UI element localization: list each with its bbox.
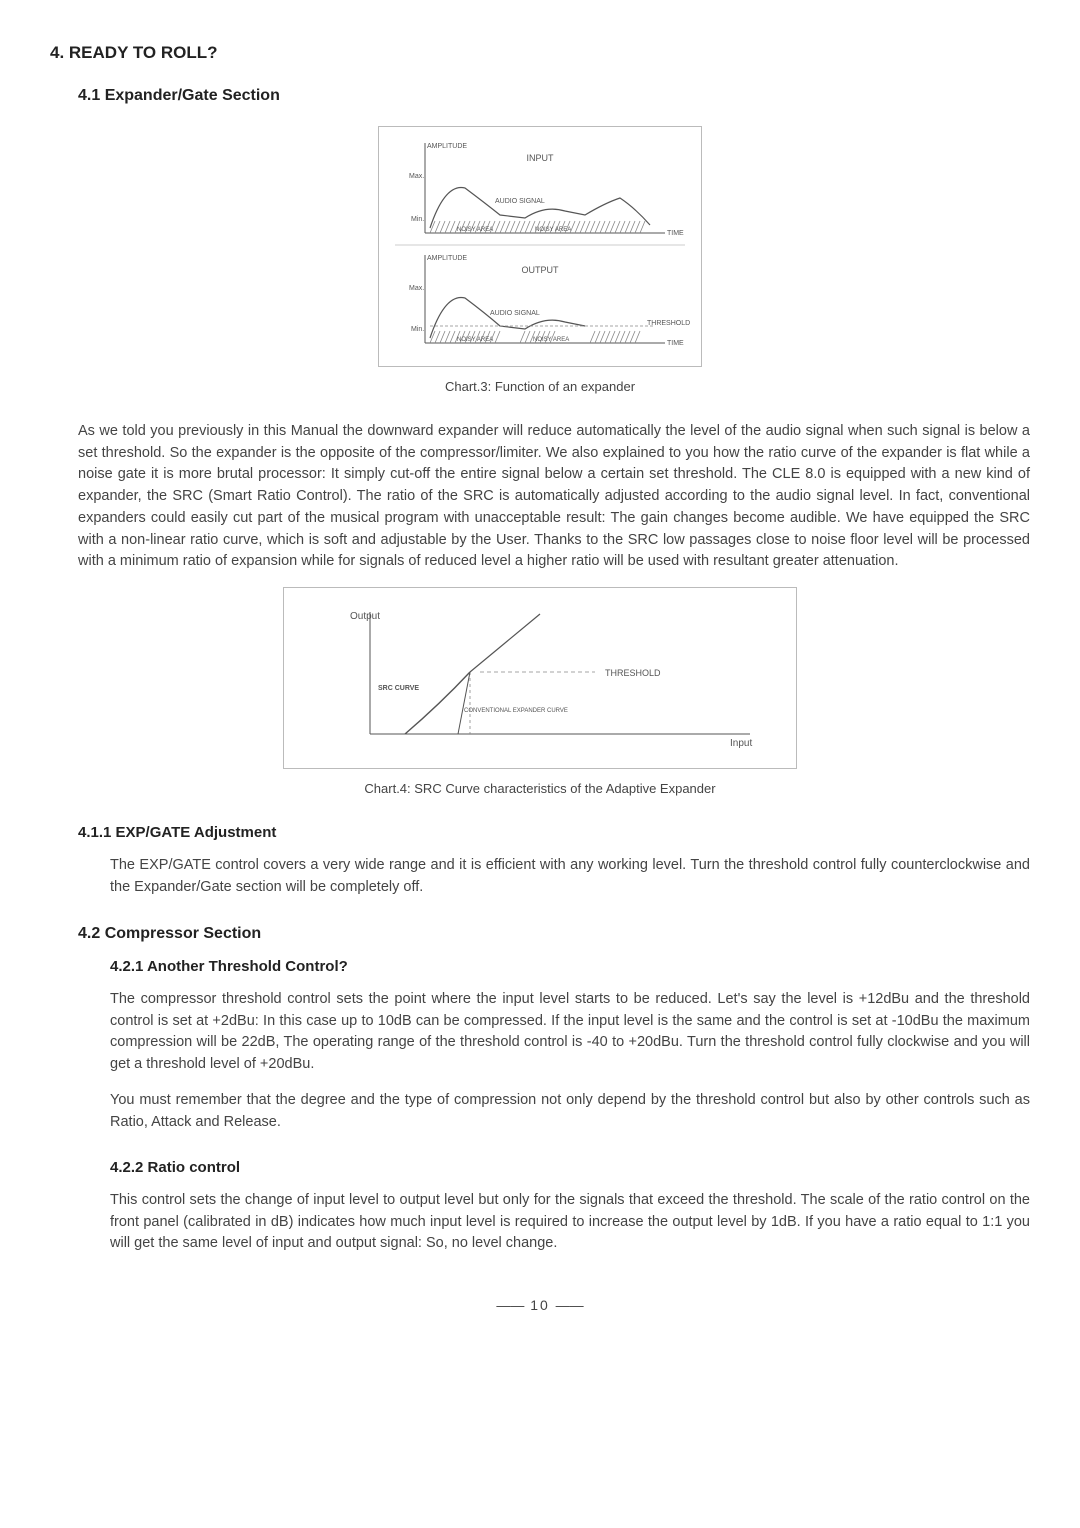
- label-input4: Input: [730, 738, 752, 749]
- label-max1: Max.: [409, 173, 424, 180]
- page-number: —— 10 ——: [50, 1295, 1030, 1316]
- chart-3-svg: AMPLITUDE INPUT Max. Min. AUDIO SIGNAL N…: [385, 133, 695, 353]
- label-max2: Max.: [409, 285, 424, 292]
- label-time1: TIME: [667, 230, 684, 237]
- label-time2: TIME: [667, 340, 684, 347]
- chart-4-box: Output Input THRESHOLD SRC CURVE CONVENT…: [283, 587, 797, 769]
- label-amplitude: AMPLITUDE: [427, 143, 467, 150]
- label-input: INPUT: [527, 153, 555, 163]
- label-conventional: CONVENTIONAL EXPANDER CURVE: [464, 708, 568, 714]
- chart-4-caption: Chart.4: SRC Curve characteristics of th…: [50, 779, 1030, 799]
- label-noisy1: NOISY AREA: [457, 227, 493, 233]
- chart-3-caption: Chart.3: Function of an expander: [50, 377, 1030, 397]
- label-output: OUTPUT: [522, 265, 560, 275]
- label-min2: Min.: [411, 326, 424, 333]
- chart-3-box: AMPLITUDE INPUT Max. Min. AUDIO SIGNAL N…: [378, 126, 702, 368]
- chart-4-svg: Output Input THRESHOLD SRC CURVE CONVENT…: [290, 594, 790, 754]
- heading-4-1: 4.1 Expander/Gate Section: [78, 84, 1030, 108]
- heading-4-2: 4.2 Compressor Section: [78, 922, 1030, 946]
- heading-main: 4. READY TO ROLL?: [50, 40, 1030, 66]
- label-min1: Min.: [411, 216, 424, 223]
- chart-4-figure: Output Input THRESHOLD SRC CURVE CONVENT…: [50, 587, 1030, 769]
- label-audio2: AUDIO SIGNAL: [490, 310, 540, 317]
- page-number-value: 10: [530, 1297, 550, 1313]
- paragraph-411: The EXP/GATE control covers a very wide …: [110, 855, 1030, 899]
- paragraph-421: The compressor threshold control sets th…: [110, 989, 1030, 1076]
- label-noisy2: NOISY AREA: [457, 337, 493, 343]
- heading-4-2-2: 4.2.2 Ratio control: [110, 1157, 1030, 1180]
- chart-3-figure: AMPLITUDE INPUT Max. Min. AUDIO SIGNAL N…: [50, 126, 1030, 368]
- label-src: SRC CURVE: [378, 685, 419, 692]
- label-output4: Output: [350, 611, 380, 622]
- label-threshold: THRESHOLD: [647, 320, 690, 327]
- heading-4-1-1: 4.1.1 EXP/GATE Adjustment: [78, 822, 1030, 845]
- paragraph-421b: You must remember that the degree and th…: [110, 1090, 1030, 1134]
- label-threshold4: THRESHOLD: [605, 668, 661, 678]
- label-noisy1b: NOISY AREA: [535, 227, 571, 233]
- paragraph-422: This control sets the change of input le…: [110, 1190, 1030, 1255]
- label-audio1: AUDIO SIGNAL: [495, 198, 545, 205]
- paragraph-1: As we told you previously in this Manual…: [78, 421, 1030, 573]
- label-noisy2b: NOISY AREA: [533, 337, 569, 343]
- label-amplitude2: AMPLITUDE: [427, 255, 467, 262]
- heading-4-2-1: 4.2.1 Another Threshold Control?: [110, 956, 1030, 979]
